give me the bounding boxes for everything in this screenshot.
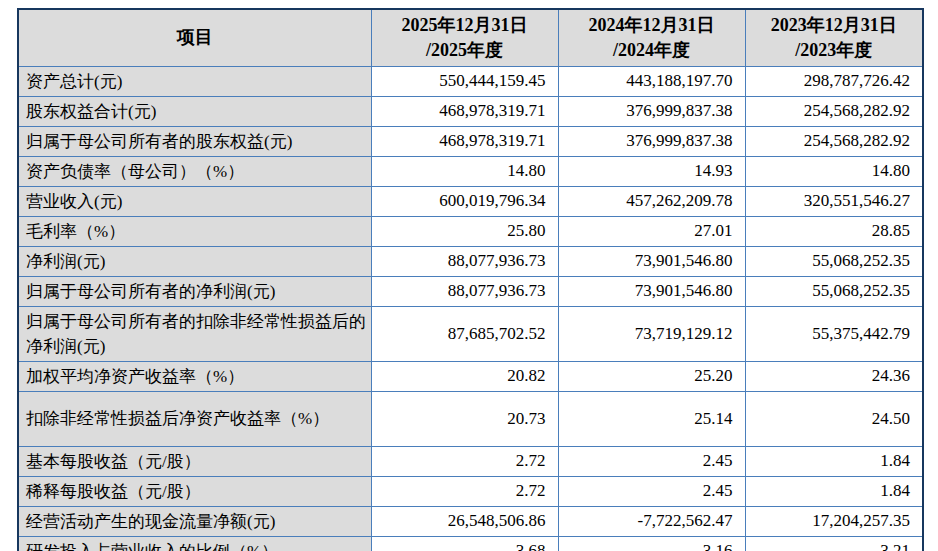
row-label: 毛利率（%） [18, 216, 371, 246]
row-label: 研发投入占营业收入的比例（%） [18, 536, 371, 551]
table-row: 经营活动产生的现金流量净额(元) 26,548,506.86 -7,722,56… [18, 506, 923, 536]
table-row: 净利润(元) 88,077,936.73 73,901,546.80 55,06… [18, 246, 923, 276]
table-row: 毛利率（%） 25.80 27.01 28.85 [18, 216, 923, 246]
row-value-2025: 600,019,796.34 [371, 186, 558, 216]
row-label: 归属于母公司所有者的净利润(元) [18, 276, 371, 306]
financial-summary-table: 项目 2025年12月31日 /2025年度 2024年12月31日 /2024… [17, 8, 924, 551]
row-label: 净利润(元) [18, 246, 371, 276]
row-value-2025: 2.72 [371, 446, 558, 476]
table-header-row: 项目 2025年12月31日 /2025年度 2024年12月31日 /2024… [18, 9, 923, 66]
table-row: 资产总计(元) 550,444,159.45 443,188,197.70 29… [18, 66, 923, 96]
row-value-2023: 3.21 [745, 536, 923, 551]
row-value-2024: 73,719,129.12 [558, 306, 745, 361]
table-row: 资产负债率（母公司）（%） 14.80 14.93 14.80 [18, 156, 923, 186]
row-value-2024: 27.01 [558, 216, 745, 246]
row-value-2025: 468,978,319.71 [371, 96, 558, 126]
table-row: 基本每股收益（元/股） 2.72 2.45 1.84 [18, 446, 923, 476]
row-value-2024: 73,901,546.80 [558, 276, 745, 306]
header-period-2024: 2024年12月31日 /2024年度 [558, 9, 745, 66]
row-value-2023: 28.85 [745, 216, 923, 246]
row-value-2024: 443,188,197.70 [558, 66, 745, 96]
row-value-2025: 550,444,159.45 [371, 66, 558, 96]
row-value-2024: 2.45 [558, 446, 745, 476]
table-row: 扣除非经常性损益后净资产收益率（%） 20.73 25.14 24.50 [18, 391, 923, 446]
row-value-2023: 320,551,546.27 [745, 186, 923, 216]
row-value-2024: 376,999,837.38 [558, 126, 745, 156]
row-value-2023: 1.84 [745, 446, 923, 476]
row-value-2023: 1.84 [745, 476, 923, 506]
row-label: 营业收入(元) [18, 186, 371, 216]
table-row: 股东权益合计(元) 468,978,319.71 376,999,837.38 … [18, 96, 923, 126]
row-value-2023: 254,568,282.92 [745, 126, 923, 156]
row-value-2023: 55,068,252.35 [745, 276, 923, 306]
row-value-2025: 25.80 [371, 216, 558, 246]
table-row: 归属于母公司所有者的净利润(元) 88,077,936.73 73,901,54… [18, 276, 923, 306]
row-value-2023: 55,068,252.35 [745, 246, 923, 276]
row-value-2024: 25.20 [558, 361, 745, 391]
row-value-2024: 25.14 [558, 391, 745, 446]
row-value-2025: 26,548,506.86 [371, 506, 558, 536]
row-value-2023: 14.80 [745, 156, 923, 186]
financial-summary: 项目 2025年12月31日 /2025年度 2024年12月31日 /2024… [17, 8, 924, 551]
row-label: 扣除非经常性损益后净资产收益率（%） [18, 391, 371, 446]
row-label: 基本每股收益（元/股） [18, 446, 371, 476]
row-value-2025: 87,685,702.52 [371, 306, 558, 361]
row-value-2025: 3.68 [371, 536, 558, 551]
row-label: 加权平均净资产收益率（%） [18, 361, 371, 391]
header-period-2023: 2023年12月31日 /2023年度 [745, 9, 923, 66]
table-row: 稀释每股收益（元/股） 2.72 2.45 1.84 [18, 476, 923, 506]
row-value-2023: 24.50 [745, 391, 923, 446]
row-value-2023: 298,787,726.42 [745, 66, 923, 96]
table-row: 归属于母公司所有者的股东权益(元) 468,978,319.71 376,999… [18, 126, 923, 156]
row-value-2023: 254,568,282.92 [745, 96, 923, 126]
row-value-2024: 3.16 [558, 536, 745, 551]
header-item-label: 项目 [18, 9, 371, 66]
row-value-2024: 73,901,546.80 [558, 246, 745, 276]
row-value-2024: 14.93 [558, 156, 745, 186]
row-value-2023: 24.36 [745, 361, 923, 391]
row-label: 稀释每股收益（元/股） [18, 476, 371, 506]
row-value-2023: 55,375,442.79 [745, 306, 923, 361]
row-value-2025: 20.82 [371, 361, 558, 391]
table-row: 研发投入占营业收入的比例（%） 3.68 3.16 3.21 [18, 536, 923, 551]
row-value-2025: 88,077,936.73 [371, 276, 558, 306]
row-value-2025: 468,978,319.71 [371, 126, 558, 156]
table-row: 归属于母公司所有者的扣除非经常性损益后的净利润(元) 87,685,702.52… [18, 306, 923, 361]
row-label: 股东权益合计(元) [18, 96, 371, 126]
row-value-2025: 14.80 [371, 156, 558, 186]
row-value-2023: 17,204,257.35 [745, 506, 923, 536]
row-label: 经营活动产生的现金流量净额(元) [18, 506, 371, 536]
row-label: 归属于母公司所有者的股东权益(元) [18, 126, 371, 156]
row-label: 资产负债率（母公司）（%） [18, 156, 371, 186]
row-value-2025: 20.73 [371, 391, 558, 446]
row-label: 资产总计(元) [18, 66, 371, 96]
row-value-2025: 2.72 [371, 476, 558, 506]
table-row: 营业收入(元) 600,019,796.34 457,262,209.78 32… [18, 186, 923, 216]
header-period-2025: 2025年12月31日 /2025年度 [371, 9, 558, 66]
row-value-2024: -7,722,562.47 [558, 506, 745, 536]
row-value-2025: 88,077,936.73 [371, 246, 558, 276]
table-row: 加权平均净资产收益率（%） 20.82 25.20 24.36 [18, 361, 923, 391]
row-value-2024: 457,262,209.78 [558, 186, 745, 216]
row-label: 归属于母公司所有者的扣除非经常性损益后的净利润(元) [18, 306, 371, 361]
row-value-2024: 376,999,837.38 [558, 96, 745, 126]
row-value-2024: 2.45 [558, 476, 745, 506]
